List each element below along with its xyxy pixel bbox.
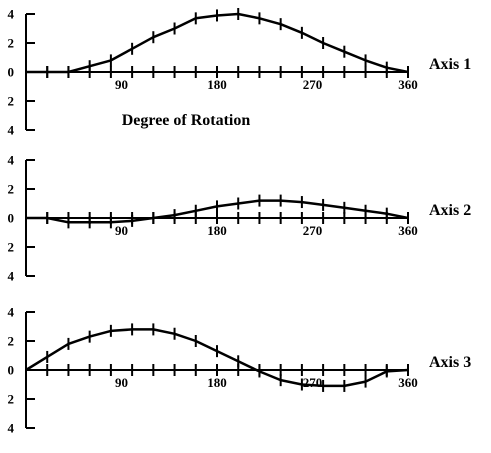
axis3-y-tick-label: 4 xyxy=(8,421,15,436)
axis3-y-tick-label: 0 xyxy=(8,363,15,378)
axis2-x-tick-label: 90 xyxy=(115,223,128,238)
axis2-y-tick-label: 2 xyxy=(8,182,15,197)
axis1-y-tick-label: 2 xyxy=(8,36,15,51)
axis2-panel: 4 2 0 2 4 90 180 270 360 Axis 2 xyxy=(8,153,472,284)
axis2-x-tick-label: 180 xyxy=(207,223,227,238)
axis1-y-tick-label: 4 xyxy=(8,7,15,22)
axis2-y-tick-label: 0 xyxy=(8,211,15,226)
axis1-x-tick-label: 360 xyxy=(398,77,418,92)
axis3-y-tick-label: 2 xyxy=(8,392,15,407)
axis3-panel: 4 2 0 2 4 90 180 270 360 Axis 3 xyxy=(8,305,472,436)
axis1-y-tick-label: 4 xyxy=(8,123,15,138)
axis1-x-tick-label: 180 xyxy=(207,77,227,92)
axis3-x-tick-label: 90 xyxy=(115,375,128,390)
axis1-y-tick-label: 0 xyxy=(8,65,15,80)
axis1-x-tick-label: 270 xyxy=(303,77,323,92)
axis3-y-tick-label: 4 xyxy=(8,305,15,320)
axis1-x-tick-label: 90 xyxy=(115,77,128,92)
axis2-x-tick-label: 360 xyxy=(398,223,418,238)
axis3-y-tick-label: 2 xyxy=(8,334,15,349)
axis3-label: Axis 3 xyxy=(429,354,471,371)
axis3-x-tick-label: 270 xyxy=(303,375,323,390)
axis1-label: Axis 1 xyxy=(429,56,471,73)
axis2-y-tick-label: 4 xyxy=(8,153,15,168)
axis3-x-tick-label: 180 xyxy=(207,375,227,390)
axis2-y-tick-label: 4 xyxy=(8,269,15,284)
axis1-series-line xyxy=(26,12,409,74)
axis2-label: Axis 2 xyxy=(429,202,471,219)
axis2-y-tick-label: 2 xyxy=(8,240,15,255)
axis3-x-tick-label: 360 xyxy=(398,375,418,390)
axis1-y-tick-label: 2 xyxy=(8,94,15,109)
axis1-x-title: Degree of Rotation xyxy=(122,112,251,129)
axis2-x-tick-label: 270 xyxy=(303,223,323,238)
axis1-panel: 4 2 0 2 4 90 180 270 360 Axis 1 Degree of Rotation xyxy=(8,7,472,138)
